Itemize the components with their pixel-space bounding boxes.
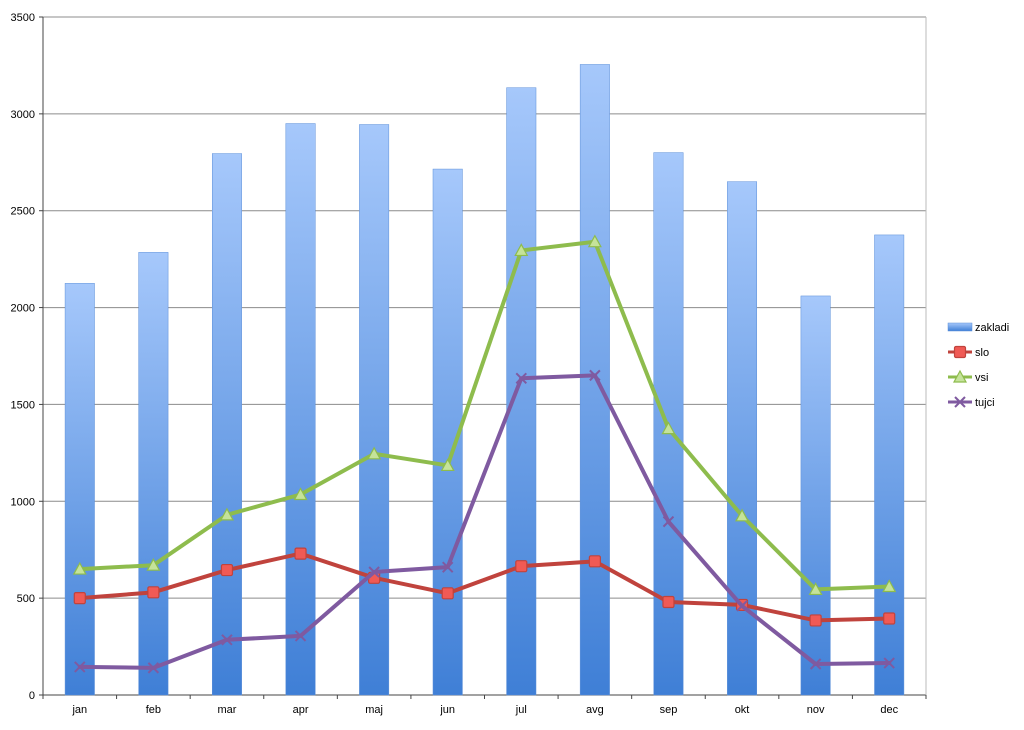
point-tujci-okt [736,600,748,612]
point-slo-apr [294,547,307,560]
point-tujci-jun [442,561,454,573]
bar-zakladi-jan [64,283,95,696]
bar-zakladi-jul [506,87,537,696]
y-tick-label: 500 [17,593,35,605]
line-vsi [77,239,892,592]
y-tick-label: 1000 [11,496,35,508]
x-tick-label-avg: avg [586,704,604,716]
point-vsi-nov [808,582,823,596]
point-vsi-maj [367,446,382,460]
bar-series [64,64,905,696]
point-tujci-apr [294,630,307,642]
point-vsi-jul [514,243,529,257]
legend-label-slo: slo [975,347,989,359]
point-slo-mar [220,563,234,577]
y-tick-label: 2500 [11,206,35,218]
y-tick-label: 3500 [11,12,35,24]
bar-zakladi-mar [211,153,242,696]
point-vsi-avg [587,234,602,248]
point-slo-sep [662,595,675,609]
point-slo-avg [588,555,601,568]
point-slo-jan [73,592,86,605]
bar-zakladi-maj [359,124,390,696]
legend: zakladi slo vsi tujci [947,322,1009,409]
legend-item-slo: slo [948,345,989,359]
x-tick-label-nov: nov [807,704,825,716]
point-slo-jul [515,560,528,573]
x-tick-label-apr: apr [293,704,309,716]
x-tick-label-maj: maj [365,704,383,716]
bar-zakladi-feb [138,252,169,696]
axes [39,16,927,699]
point-vsi-jun [440,458,455,472]
bar-zakladi-dec [874,234,905,696]
point-slo-nov [809,614,822,627]
point-vsi-feb [146,557,161,571]
bar-zakladi-nov [800,295,831,696]
grid [43,16,926,599]
point-tujci-feb [147,662,160,674]
legend-label-zakladi: zakladi [975,322,1009,334]
point-vsi-mar [219,507,234,521]
tick-labels: 0 500 1000 1500 2000 2500 3000 3500 jan feb mar apr… [11,12,899,716]
line-tujci [77,373,892,670]
point-vsi-jan [72,561,87,575]
y-tick-label: 3000 [11,109,35,121]
point-tujci-jul [515,372,527,384]
x-tick-label-dec: dec [880,704,898,716]
legend-item-zakladi: zakladi [947,322,1009,334]
line-slo [77,551,892,623]
point-vsi-apr [293,487,308,501]
legend-label-tujci: tujci [975,397,995,409]
point-tujci-nov [809,658,822,670]
legend-label-vsi: vsi [975,372,988,384]
x-tick-label-okt: okt [735,704,750,716]
x-tick-label-feb: feb [146,704,161,716]
point-tujci-mar [221,634,233,646]
point-slo-feb [147,586,160,599]
legend-item-tujci: tujci [948,396,995,409]
point-slo-dec [883,612,896,625]
x-tick-label-mar: mar [217,704,236,716]
point-vsi-okt [735,508,750,522]
y-tick-label: 2000 [11,303,35,315]
y-tick-label: 1500 [11,399,35,411]
x-tick-label-jul: jul [515,704,527,716]
point-tujci-maj [368,566,380,578]
line-series [72,234,897,674]
x-tick-label-jun: jun [439,704,455,716]
bar-zakladi-apr [285,123,316,696]
x-tick-label-jan: jan [71,704,87,716]
point-tujci-avg [589,369,601,382]
point-tujci-jan [74,661,86,673]
legend-swatch-zakladi [947,322,973,332]
legend-marker-slo [953,345,967,359]
legend-item-vsi: vsi [948,369,988,384]
x-tick-label-sep: sep [660,704,678,716]
y-tick-label: 0 [29,690,35,702]
legend-marker-tujci [954,396,966,408]
bar-zakladi-okt [727,181,758,696]
legend-marker-vsi [952,369,968,383]
point-tujci-dec [883,657,895,669]
point-vsi-sep [661,421,676,435]
point-vsi-dec [882,579,897,593]
point-slo-jun [441,587,454,600]
point-tujci-sep [662,515,675,528]
